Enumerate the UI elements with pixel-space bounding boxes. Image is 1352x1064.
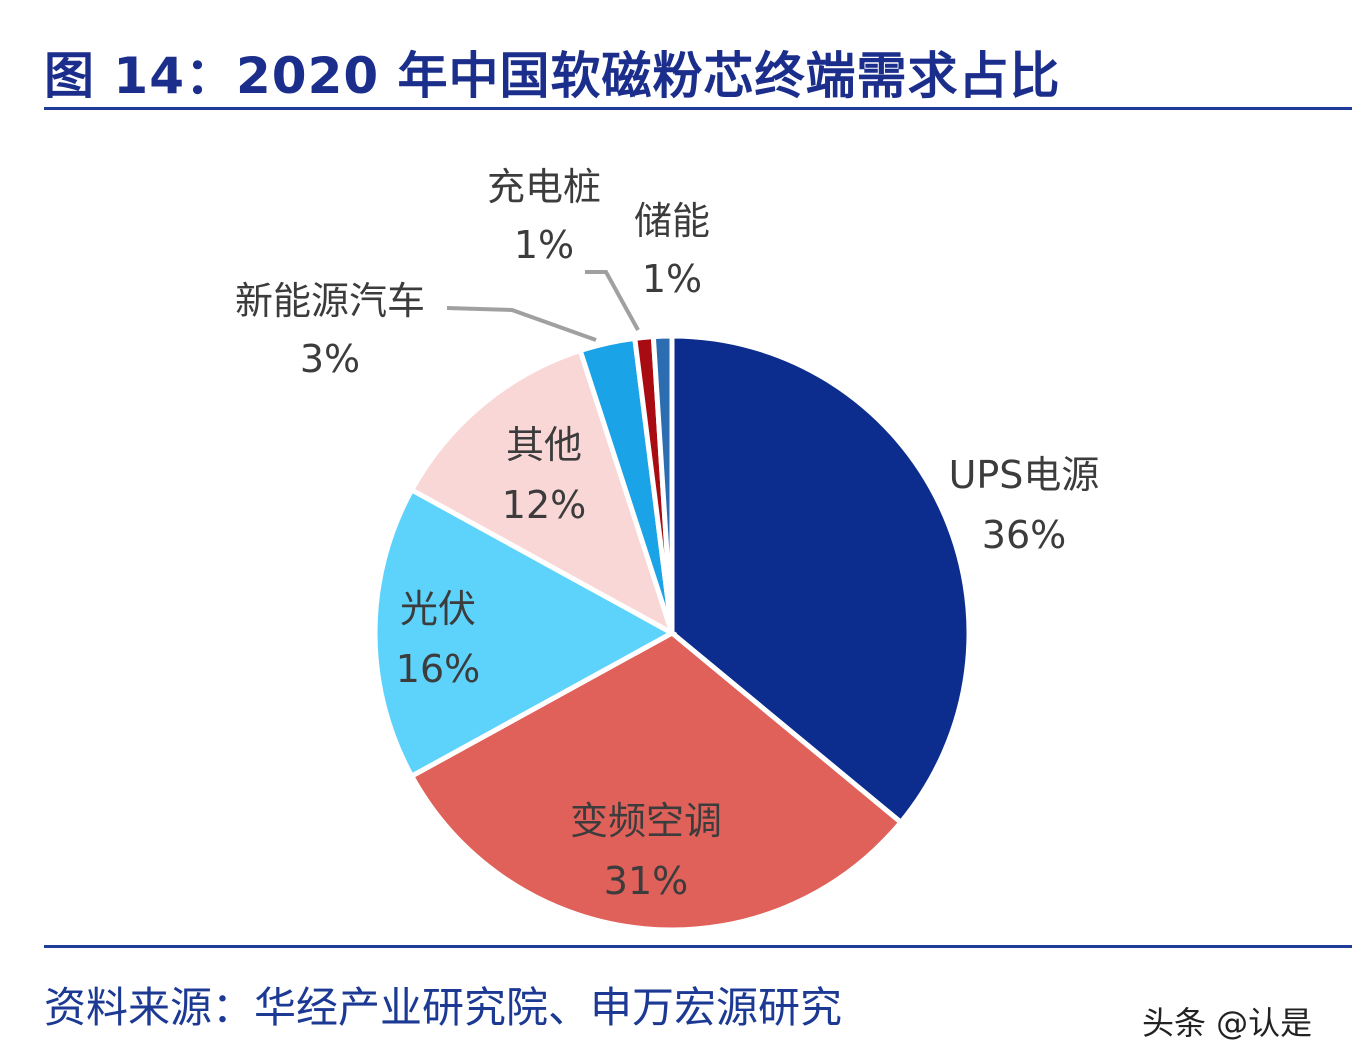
- slice-label-4: 新能源汽车: [235, 279, 425, 323]
- figure-title: 图 14：2020 年中国软磁粉芯终端需求占比: [44, 47, 1061, 105]
- slice-value-6: 1%: [642, 257, 702, 301]
- slice-label-6: 储能: [634, 199, 710, 243]
- slice-label-0: UPS电源: [949, 453, 1100, 497]
- slice-value-4: 3%: [300, 337, 360, 381]
- slice-label-3: 其他: [506, 423, 582, 467]
- slice-value-3: 12%: [502, 483, 586, 527]
- slice-value-5: 1%: [514, 223, 574, 267]
- title-divider: [44, 107, 1352, 110]
- slice-value-0: 36%: [982, 513, 1066, 557]
- slice-label-1: 变频空调: [570, 799, 722, 843]
- slice-label-5: 充电桩: [487, 165, 601, 209]
- pie-slice-3: [408, 347, 677, 639]
- source-note: 资料来源：华经产业研究院、申万宏源研究: [44, 983, 843, 1032]
- pie-slice-1: [408, 629, 905, 933]
- slice-value-2: 16%: [396, 647, 480, 691]
- pie-slice-2: [372, 486, 678, 780]
- pie-slice-6: [650, 333, 675, 634]
- leader-line-1: [585, 270, 640, 331]
- source-divider: [44, 945, 1352, 948]
- slice-value-1: 31%: [604, 859, 688, 903]
- leader-line-0: [446, 306, 597, 342]
- watermark: 头条 @认是: [1142, 1004, 1313, 1042]
- pie-slice-0: [669, 333, 972, 826]
- slice-label-2: 光伏: [400, 587, 476, 631]
